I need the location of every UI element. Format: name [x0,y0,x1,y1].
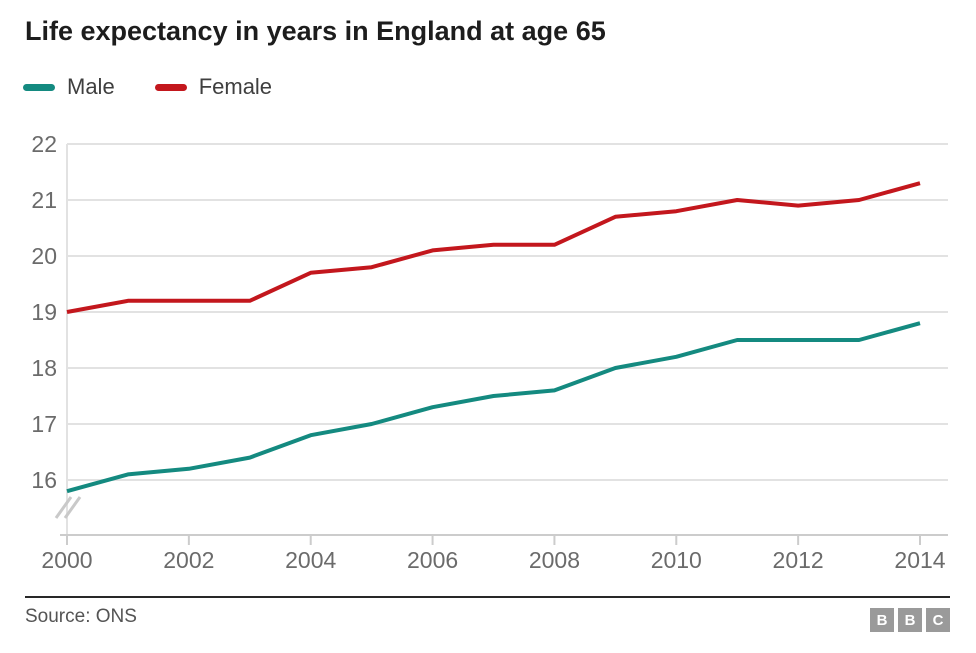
x-tick-label: 2004 [285,547,336,573]
y-tick-label: 20 [31,243,57,269]
legend: Male Female [23,74,312,100]
y-tick-label: 19 [31,299,57,325]
footer-divider [25,596,950,598]
series-line-female [66,181,921,314]
male-line-swatch-icon [23,83,55,91]
y-tick-label: 17 [31,411,57,437]
bbc-logo-letter: C [926,608,950,632]
x-tick-label: 2008 [529,547,580,573]
legend-item-female: Female [154,74,273,100]
y-tick-label: 22 [31,131,57,157]
x-tick-label: 2012 [773,547,824,573]
y-tick-label: 21 [31,187,57,213]
series-line-male [66,321,921,494]
axis-break-icon [63,496,82,519]
x-tick-label: 2002 [163,547,214,573]
legend-label-female: Female [198,74,273,99]
x-tick-label: 2010 [651,547,702,573]
bbc-logo-letter: B [870,608,894,632]
y-tick-label: 18 [31,355,57,381]
bbc-logo: B B C [870,608,950,632]
chart-title: Life expectancy in years in England at a… [25,16,606,46]
female-line-swatch-icon [154,83,187,91]
legend-item-male: Male [23,74,115,100]
y-tick-label: 16 [31,467,57,493]
x-tick-label: 2000 [41,547,92,573]
x-tick-label: 2014 [894,547,945,573]
axis-break-icon [54,496,73,519]
bbc-logo-letter: B [898,608,922,632]
source-text: Source: ONS [25,606,137,627]
legend-label-male: Male [67,74,115,99]
x-tick-label: 2006 [407,547,458,573]
